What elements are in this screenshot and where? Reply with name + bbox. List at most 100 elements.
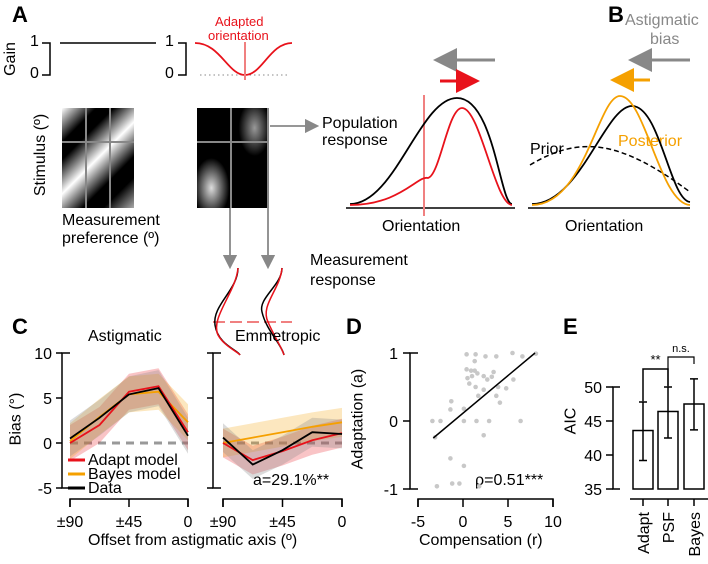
sig-label-adapt-psf: ** xyxy=(650,352,660,367)
x-tick-label: 0 xyxy=(459,514,468,531)
x-tick-label-bayes: Bayes xyxy=(687,512,704,556)
x-tick-label: 0 xyxy=(184,514,193,531)
measurement-response-curves xyxy=(213,267,292,356)
scatter-point xyxy=(483,354,488,359)
scatter-point xyxy=(472,358,478,364)
y-tick-label: 0 xyxy=(43,436,52,453)
gain-tick-0: 0 xyxy=(30,65,39,82)
population-label-1: Population xyxy=(322,115,398,132)
y-tick-label: 50 xyxy=(584,380,602,397)
scatter-point xyxy=(520,354,525,359)
sig-bracket-psf-bayes xyxy=(667,356,695,386)
measurement-resp-2: response xyxy=(310,272,376,289)
scatter-point xyxy=(485,377,490,382)
x-tick-label: 0 xyxy=(338,514,347,531)
x-tick-label: ±90 xyxy=(210,514,237,531)
x-tick-label: -5 xyxy=(411,514,425,531)
scatter-point xyxy=(476,393,481,399)
scatter-point xyxy=(475,371,480,376)
x-tick-label: 10 xyxy=(544,514,562,531)
error-bar-adapt xyxy=(639,401,647,462)
panel-label-e: E xyxy=(563,314,578,339)
panel-label-a: A xyxy=(12,2,28,27)
x-tick-label-adapt: Adapt xyxy=(636,511,653,553)
measurement-pref-1: Measurement xyxy=(62,212,160,229)
panel-label-c: C xyxy=(12,314,28,339)
scatter-point xyxy=(497,400,503,405)
y-tick-label: 0 xyxy=(389,414,398,431)
y-tick-label: 1 xyxy=(389,346,398,363)
gain-tick-0b: 0 xyxy=(165,65,174,82)
bias-label-2: bias xyxy=(650,31,680,48)
prior-label: Prior xyxy=(530,141,564,158)
x-tick-label: 5 xyxy=(504,514,513,531)
gain-flat xyxy=(42,42,156,76)
scatter-point xyxy=(430,418,435,424)
y-tick-label: -5 xyxy=(38,481,52,498)
gain-adapted xyxy=(178,42,293,80)
scatter-point xyxy=(510,350,515,356)
scatter-point xyxy=(494,354,499,359)
scatter-point xyxy=(473,384,478,390)
scatter-point xyxy=(434,483,440,489)
scatter-point xyxy=(468,368,474,373)
bayes-plot xyxy=(528,48,691,209)
arrows-a xyxy=(222,48,495,270)
scatter-point xyxy=(438,418,443,424)
scatter-point xyxy=(461,463,467,469)
adapted-label-1: Adapted xyxy=(215,14,264,29)
x-tick-label: ±90 xyxy=(57,514,84,531)
scatter-point xyxy=(533,351,539,356)
e-y-axis xyxy=(612,386,620,490)
orientation-label-b: Orientation xyxy=(565,218,644,235)
scatter-point xyxy=(481,387,487,393)
y-tick-label: 10 xyxy=(34,346,52,363)
scatter-point xyxy=(518,418,523,424)
scatter-point xyxy=(461,406,467,412)
d-x-axis xyxy=(417,498,554,507)
chart-c-xlabel: Offset from astigmatic axis (º) xyxy=(88,532,298,549)
adapted-label-2: orientation xyxy=(208,28,269,43)
y-tick-label: 40 xyxy=(584,448,602,465)
population-response-plot xyxy=(346,95,515,216)
gain-tick-1: 1 xyxy=(30,33,39,50)
scatter-point xyxy=(495,384,501,390)
scatter-point xyxy=(481,373,487,379)
c0-y-axis xyxy=(61,352,70,489)
x-tick-label: ±45 xyxy=(269,514,296,531)
scatter-point xyxy=(465,375,470,381)
scatter-point xyxy=(491,369,496,375)
chart-c2-annotation: a=29.1%** xyxy=(253,472,330,489)
scatter-point xyxy=(473,352,478,357)
legend-adapt: Adapt model xyxy=(88,452,178,469)
scatter-point xyxy=(494,393,499,399)
regression-line xyxy=(432,352,536,439)
sig-bracket-adapt-psf xyxy=(642,368,669,402)
c1-y-axis xyxy=(212,352,221,489)
d-y-axis xyxy=(409,352,418,490)
sig-label-psf-bayes: n.s. xyxy=(672,343,690,355)
panel-label-b: B xyxy=(608,2,624,27)
x-tick-label-psf: PSF xyxy=(661,512,678,543)
scatter-point xyxy=(476,483,482,489)
scatter-point xyxy=(449,398,454,404)
bias-label-1: Astigmatic xyxy=(625,12,699,29)
population-label-2: response xyxy=(322,132,388,149)
stimulus-image-original xyxy=(62,108,134,208)
series-line-data xyxy=(69,387,189,440)
chart-d-annotation: ρ=0.51*** xyxy=(475,472,544,489)
scatter-point xyxy=(448,407,453,412)
series-line-adapt-model xyxy=(69,385,189,444)
scatter-point xyxy=(464,352,469,357)
chart-c2-title: Emmetropic xyxy=(235,328,321,345)
measurement-pref-2: preference (º) xyxy=(62,230,160,247)
scatter-point xyxy=(461,418,467,424)
legend-bayes: Bayes model xyxy=(88,466,181,483)
series-line-bayes-model xyxy=(222,421,343,444)
scatter-point xyxy=(481,432,487,438)
scatter-point xyxy=(503,386,509,391)
y-tick-label: 45 xyxy=(584,414,602,431)
x-tick-label: ±45 xyxy=(116,514,143,531)
scatter-point xyxy=(474,418,479,424)
